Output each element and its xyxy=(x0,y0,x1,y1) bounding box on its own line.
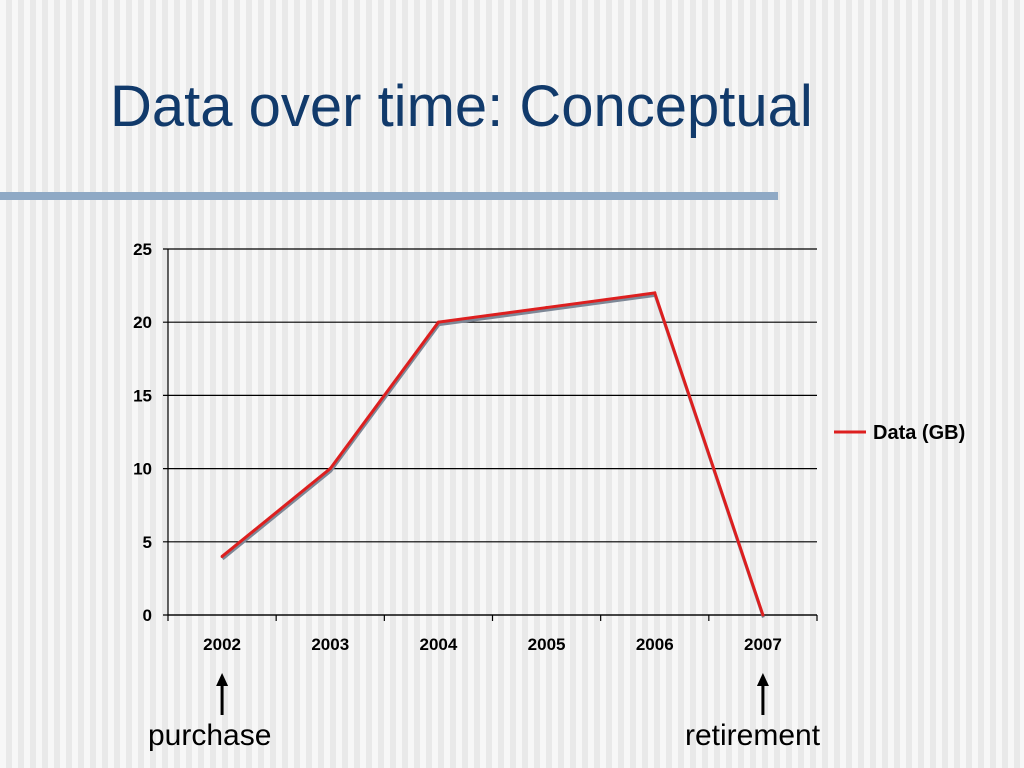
x-tick-label-2007: 2007 xyxy=(744,635,782,654)
y-tick-labels: 0 5 10 15 20 25 xyxy=(133,240,152,625)
x-tick-label-2004: 2004 xyxy=(420,635,458,654)
x-tick-label-2006: 2006 xyxy=(636,635,674,654)
x-tick-label-2005: 2005 xyxy=(528,635,566,654)
series-line-0 xyxy=(221,291,765,616)
legend: Data (GB) xyxy=(834,422,965,444)
title-rule xyxy=(0,192,778,200)
axes xyxy=(167,249,818,621)
series-shadow-0 xyxy=(221,293,765,618)
arrow-head-0 xyxy=(216,673,229,686)
series-lines xyxy=(220,291,765,618)
annotation-retirement: retirement xyxy=(685,719,821,752)
arrow-head-1 xyxy=(756,673,769,686)
data-point-2003 xyxy=(328,467,332,471)
y-tick-label-25: 25 xyxy=(133,240,152,259)
annotation-arrows xyxy=(216,673,769,715)
data-point-2002 xyxy=(220,554,224,558)
x-tick-labels: 2002 2003 2004 2005 2006 2007 xyxy=(203,635,782,654)
legend-label-0: Data (GB) xyxy=(873,422,965,444)
slide-title: Data over time: Conceptual xyxy=(110,74,813,139)
x-tick-label-2002: 2002 xyxy=(203,635,241,654)
x-tick-label-2003: 2003 xyxy=(311,635,349,654)
y-tick-label-5: 5 xyxy=(143,533,152,552)
data-point-2005 xyxy=(545,306,549,310)
data-point-2004 xyxy=(436,320,440,324)
data-point-2007 xyxy=(761,613,765,617)
gridlines xyxy=(163,248,817,616)
y-tick-label-15: 15 xyxy=(133,386,152,405)
data-point-2006 xyxy=(653,291,657,295)
y-tick-label-10: 10 xyxy=(133,460,152,479)
y-tick-label-0: 0 xyxy=(143,606,152,625)
y-tick-label-20: 20 xyxy=(133,313,152,332)
annotation-purchase: purchase xyxy=(148,719,272,752)
